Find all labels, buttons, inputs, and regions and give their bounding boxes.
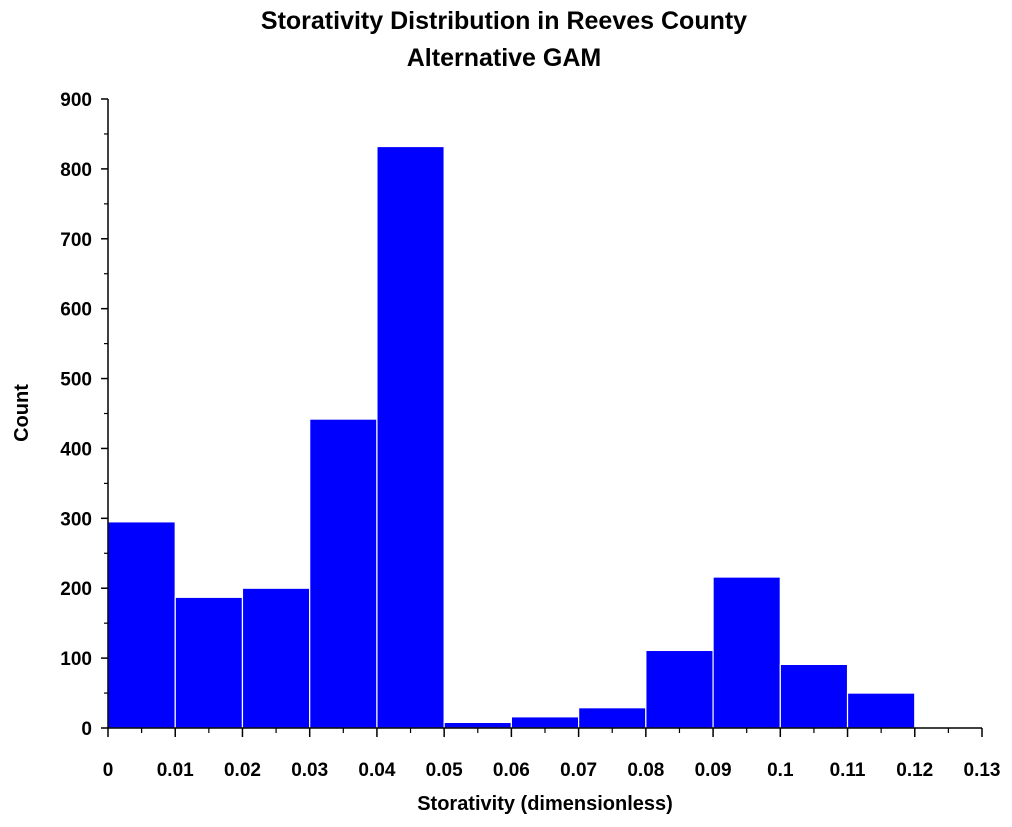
y-tick-label: 100 xyxy=(60,649,92,670)
x-tick-label: 0.03 xyxy=(291,760,328,781)
x-tick-label: 0.13 xyxy=(964,760,1001,781)
x-axis: 0 0.01 0.02 0.03 0.04 0.05 0.06 0.07 0.08 0.09 0.1… xyxy=(103,727,1001,781)
x-tick-label: 0.06 xyxy=(493,760,530,781)
x-tick-label: 0.02 xyxy=(224,760,261,781)
x-tick-label: 0.01 xyxy=(157,760,194,781)
x-tick-label: 0.05 xyxy=(426,760,463,781)
histogram-bar-3 xyxy=(309,418,378,729)
y-tick-label: 800 xyxy=(60,160,92,181)
x-tick-label: 0.04 xyxy=(358,760,395,781)
y-tick-label: 700 xyxy=(60,230,92,251)
histogram-bar-4 xyxy=(376,145,445,729)
x-tick-label: 0 xyxy=(103,760,114,781)
chart-title: Storativity Distribution in Reeves Count… xyxy=(261,7,747,35)
y-tick-label: 900 xyxy=(60,90,92,111)
x-tick-label: 0.07 xyxy=(560,760,597,781)
histogram-bar-9 xyxy=(712,576,781,729)
histogram-bar-5 xyxy=(443,721,512,729)
y-tick-label: 600 xyxy=(60,300,92,321)
histogram-bar-0 xyxy=(107,521,176,729)
y-axis: 0 100 200 300 400 500 600 700 800 900 xyxy=(60,90,109,740)
histogram-bar-2 xyxy=(241,587,311,729)
y-axis-label: Count xyxy=(11,384,33,442)
x-tick-label: 0.1 xyxy=(767,760,794,781)
x-tick-label: 0.12 xyxy=(896,760,933,781)
histogram-bar-8 xyxy=(645,649,714,729)
y-tick-label: 0 xyxy=(81,719,92,740)
histogram-bar-1 xyxy=(174,596,244,729)
y-tick-label: 300 xyxy=(60,509,92,530)
x-tick-label: 0.08 xyxy=(627,760,664,781)
y-tick-label: 200 xyxy=(60,579,92,600)
histogram-bar-7 xyxy=(578,707,647,729)
y-tick-label: 500 xyxy=(60,370,92,391)
x-tick-label: 0.09 xyxy=(695,760,732,781)
histogram-bar-10 xyxy=(779,663,849,729)
histogram-bar-6 xyxy=(510,716,580,729)
chart-subtitle: Alternative GAM xyxy=(407,44,601,72)
histogram-bar-11 xyxy=(846,692,916,729)
bars-group xyxy=(107,145,916,729)
x-tick-label: 0.11 xyxy=(830,760,866,781)
x-axis-label: Storativity (dimensionless) xyxy=(417,793,673,815)
y-tick-label: 400 xyxy=(60,439,92,460)
